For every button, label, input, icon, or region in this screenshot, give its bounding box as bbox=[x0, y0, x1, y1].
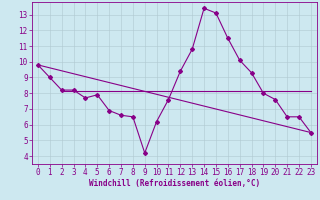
X-axis label: Windchill (Refroidissement éolien,°C): Windchill (Refroidissement éolien,°C) bbox=[89, 179, 260, 188]
